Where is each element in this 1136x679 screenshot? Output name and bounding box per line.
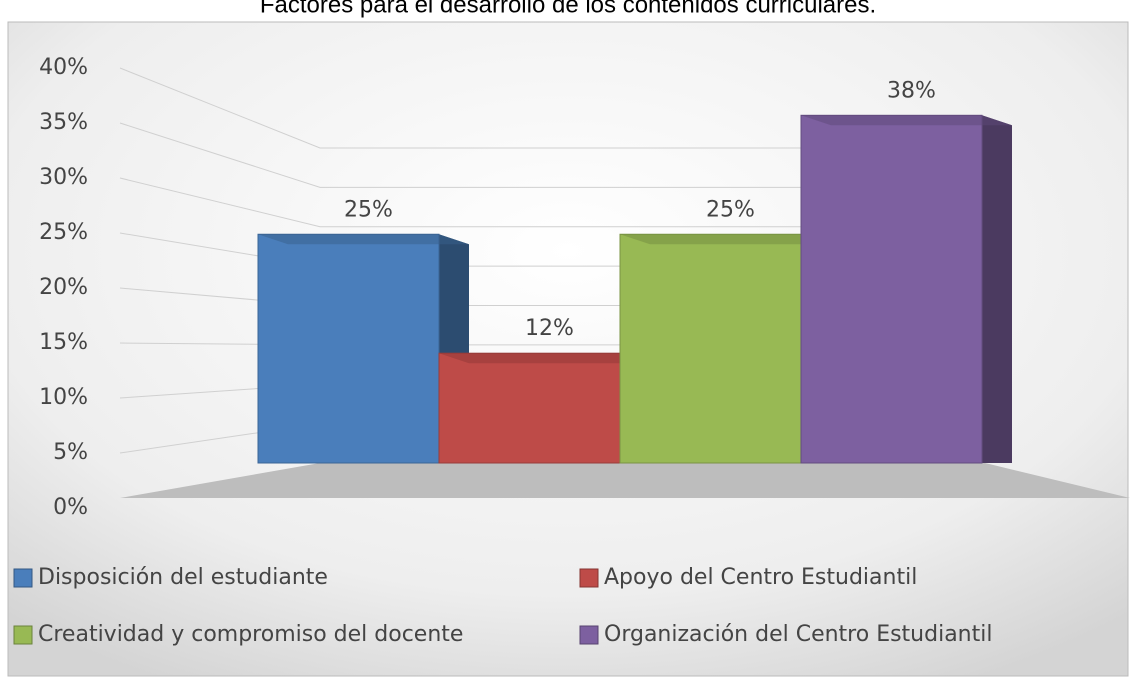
y-tick-label: 30% [39, 165, 88, 190]
bar [257, 233, 440, 464]
bar-top [801, 115, 1012, 126]
y-tick-label: 0% [53, 495, 88, 520]
y-tick-label: 25% [39, 220, 88, 245]
legend-swatch [13, 568, 33, 588]
y-tick-label: 20% [39, 275, 88, 300]
data-label: 25% [344, 197, 393, 222]
bar-side [982, 115, 1012, 464]
data-label: 25% [706, 197, 755, 222]
bar [438, 352, 621, 464]
legend-label: Disposición del estudiante [38, 565, 328, 590]
bar-top [258, 234, 469, 245]
bar [800, 114, 983, 464]
data-label: 38% [887, 78, 936, 103]
y-tick-label: 15% [39, 330, 88, 355]
bar-top [620, 234, 831, 245]
legend-label: Creatividad y compromiso del docente [38, 622, 463, 647]
legend-label: Apoyo del Centro Estudiantil [604, 565, 917, 590]
legend-swatch [579, 568, 599, 588]
legend-swatch [13, 625, 33, 645]
floor [120, 463, 1130, 498]
legend-label: Organización del Centro Estudiantil [604, 622, 992, 647]
bar [619, 233, 802, 464]
chart-title: Factores para el desarrollo de los conte… [260, 0, 876, 18]
grid-line [119, 177, 985, 228]
y-tick-label: 5% [53, 440, 88, 465]
data-label: 12% [525, 316, 574, 341]
grid-line [119, 67, 985, 149]
y-tick-label: 10% [39, 385, 88, 410]
bar-top [439, 353, 650, 364]
grid-line [119, 122, 985, 188]
y-tick-label: 40% [39, 55, 88, 80]
legend-swatch [579, 625, 599, 645]
y-tick-label: 35% [39, 110, 88, 135]
